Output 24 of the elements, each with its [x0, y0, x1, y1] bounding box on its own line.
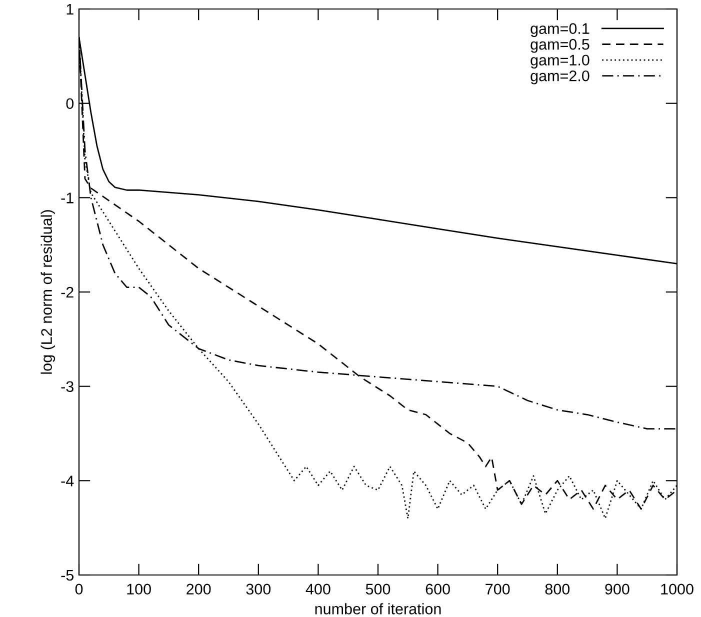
- legend-label: gam=1.0: [530, 54, 590, 69]
- x-tick-label: 300: [246, 584, 271, 595]
- y-tick-label: -1: [61, 192, 74, 204]
- x-tick-label: 0: [75, 584, 83, 595]
- x-tick-label: 800: [545, 584, 570, 595]
- x-tick-label: 200: [186, 584, 211, 595]
- x-tick-label: 500: [366, 584, 390, 595]
- x-tick-label: 400: [306, 584, 330, 595]
- legend-label: gam=0.1: [530, 23, 590, 37]
- x-tick-label: 600: [426, 584, 450, 595]
- y-tick-label: -5: [61, 570, 74, 581]
- x-tick-label: 100: [127, 584, 151, 595]
- x-tick-label: 900: [605, 584, 630, 595]
- x-tick-label: 1000: [661, 584, 694, 595]
- legend-label: gam=0.5: [530, 38, 590, 53]
- y-tick-label: -2: [61, 286, 74, 298]
- y-tick-label: -3: [61, 381, 74, 392]
- x-axis-title: number of iteration: [315, 603, 441, 614]
- y-axis-title: log (L2 norm of residual): [40, 210, 55, 374]
- x-tick-label: 700: [486, 584, 510, 595]
- y-tick-label: 1: [66, 4, 74, 15]
- y-tick-label: 0: [66, 98, 74, 110]
- y-tick-label: -4: [61, 476, 74, 486]
- legend-label: gam=2.0: [530, 70, 590, 84]
